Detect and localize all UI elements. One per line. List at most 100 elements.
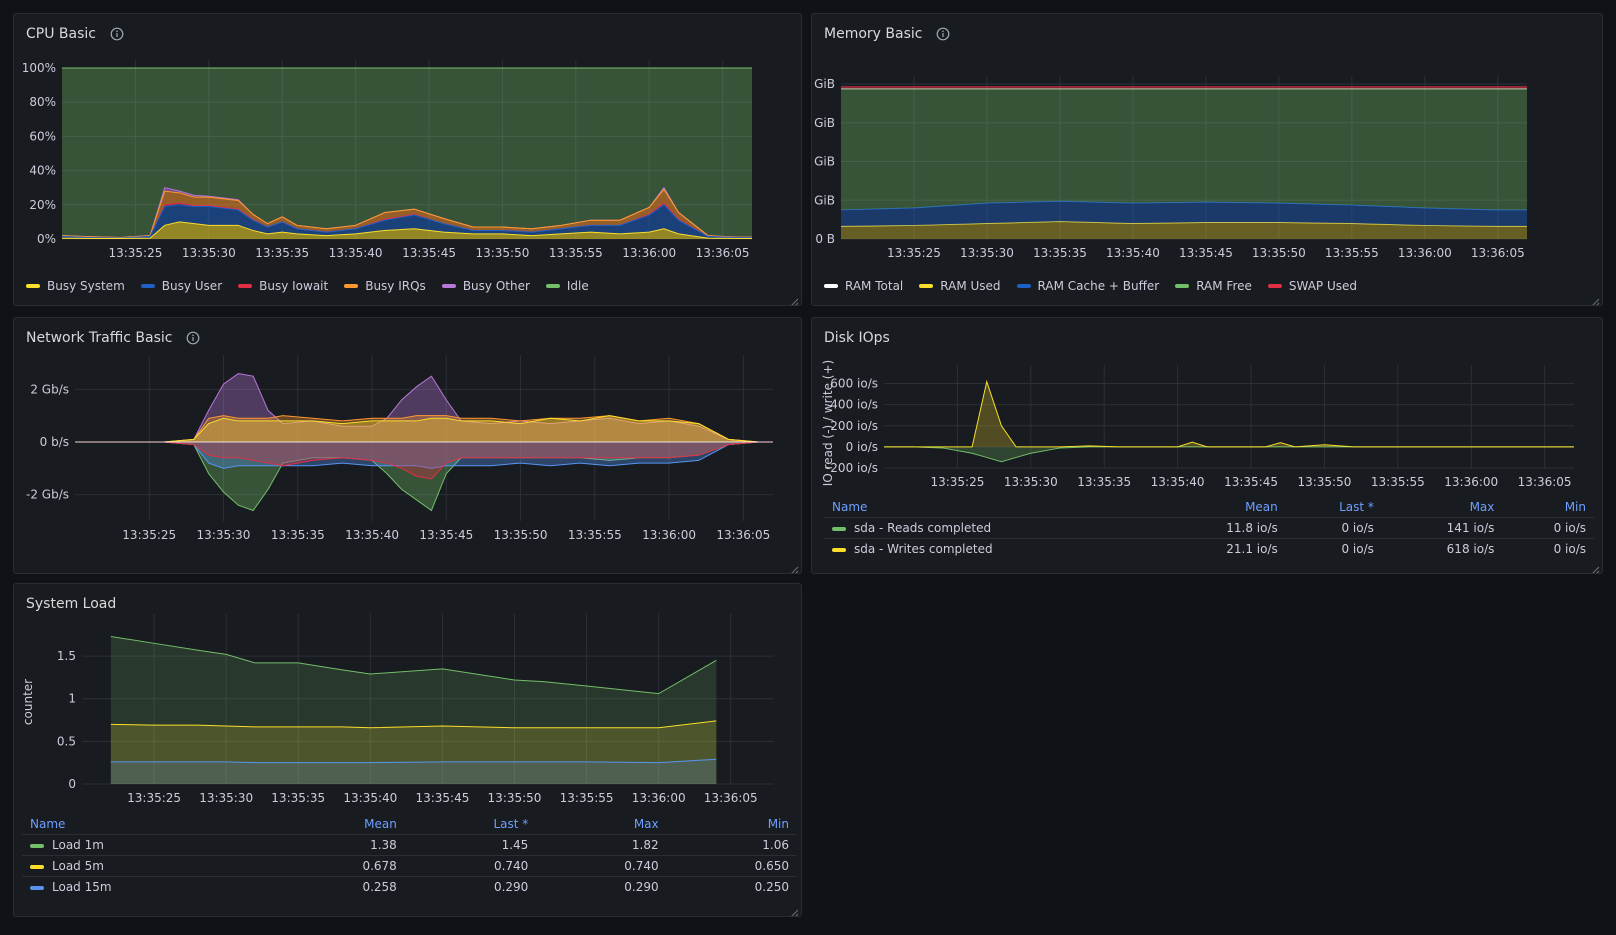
x-tick-label: 13:36:00: [1444, 475, 1498, 489]
resize-handle-icon[interactable]: [1590, 293, 1600, 305]
resize-handle-icon[interactable]: [789, 561, 799, 573]
resize-handle-icon[interactable]: [1590, 561, 1600, 573]
table-row[interactable]: Load 1m 1.38 1.45 1.82 1.06: [22, 834, 797, 856]
x-tick-label: 13:35:55: [568, 528, 622, 542]
legend-item[interactable]: Busy Iowait: [238, 279, 328, 293]
x-tick-label: 13:35:50: [488, 791, 542, 805]
legend-item[interactable]: RAM Used: [919, 279, 1001, 293]
load-title-row[interactable]: System Load: [26, 596, 116, 612]
legend-swatch: [832, 547, 846, 552]
column-header-mean[interactable]: Mean: [364, 817, 397, 831]
table-row[interactable]: Load 5m 0.678 0.740 0.740 0.650: [22, 855, 797, 877]
legend-item[interactable]: RAM Total: [824, 279, 903, 293]
y-tick-label: 0 io/s: [846, 440, 878, 454]
series-line-busy-irqs: [61, 188, 752, 238]
info-circle-icon[interactable]: [936, 27, 950, 41]
series-area-ram-free: [841, 88, 1527, 210]
x-tick-label: 13:35:45: [415, 791, 469, 805]
panel-title: Memory Basic: [824, 26, 923, 42]
legend-label: Busy User: [161, 279, 223, 293]
column-header-last[interactable]: Last *: [1339, 500, 1374, 514]
value-cell-mean: 0.678: [274, 855, 405, 877]
y-tick-label: 80%: [29, 95, 56, 109]
value-cell-mean: 11.8 io/s: [1158, 517, 1286, 539]
x-tick-label: 13:35:55: [1325, 246, 1379, 260]
value-cell-mean: 0.258: [274, 876, 405, 897]
memory-basic-title-row[interactable]: Memory Basic: [824, 26, 950, 42]
y-tick-label: -200 io/s: [826, 461, 878, 475]
column-header-min[interactable]: Min: [1564, 500, 1586, 514]
column-header-max[interactable]: Max: [1469, 500, 1495, 514]
column-header-last[interactable]: Last *: [493, 817, 529, 831]
x-tick-label: 13:35:55: [560, 791, 614, 805]
x-tick-label: 13:35:35: [1033, 246, 1087, 260]
column-header-max[interactable]: Max: [633, 817, 659, 831]
series-line-receive-blue: [75, 441, 773, 469]
resize-handle-icon[interactable]: [789, 904, 799, 916]
series-name-cell: sda - Reads completed: [824, 517, 1159, 539]
series-name-cell: sda - Writes completed: [824, 538, 1159, 559]
cpu-chart[interactable]: 0% 20% 40% 60% 80% 100% 13:35:25 13:35:30 13:35:…: [14, 14, 802, 279]
x-tick-label: 13:35:40: [345, 528, 399, 542]
value-cell-max: 0.290: [536, 876, 667, 897]
y-tick-label: 600 io/s: [830, 377, 878, 391]
series-name-cell: Load 15m: [22, 876, 275, 897]
disk-chart[interactable]: -200 io/s 0 io/s 200 io/s 400 io/s 600 io/s 1…: [812, 318, 1603, 508]
value-cell-last: 0.290: [404, 876, 537, 897]
x-tick-label: 13:35:25: [127, 791, 181, 805]
series-area-busy-user: [62, 204, 752, 239]
y-tick-label: 1.5: [57, 649, 76, 663]
network-chart[interactable]: -2 Gb/s 0 b/s 2 Gb/s 13:35:25 13:35:30 13:35:…: [14, 318, 802, 574]
legend-item[interactable]: RAM Cache + Buffer: [1016, 279, 1159, 293]
network-title-row[interactable]: Network Traffic Basic: [26, 330, 200, 346]
y-tick-label: 16 GiB: [812, 77, 835, 91]
legend-item[interactable]: RAM Free: [1175, 279, 1252, 293]
cpu-basic-title-row[interactable]: CPU Basic: [26, 26, 124, 42]
series-name-cell: Load 1m: [22, 834, 275, 856]
legend-item[interactable]: Idle: [545, 279, 589, 293]
x-tick-label: 13:36:05: [704, 791, 758, 805]
x-tick-label: 13:35:40: [1106, 246, 1160, 260]
disk-title-row[interactable]: Disk IOps: [824, 330, 890, 346]
legend-item[interactable]: Busy Other: [441, 279, 530, 293]
y-tick-label: 100%: [22, 61, 56, 75]
y-tick-label: 60%: [29, 129, 56, 143]
value-cell-last: 1.45: [404, 834, 537, 856]
legend-swatch: [441, 284, 456, 288]
y-tick-label: 400 io/s: [830, 398, 878, 412]
memory-chart[interactable]: 0 B 4 GiB 8 GiB 12 GiB 16 GiB 13:35:25 13:35:3…: [812, 14, 1603, 279]
column-header-name[interactable]: Name: [30, 817, 66, 831]
column-header-min[interactable]: Min: [767, 817, 789, 831]
table-row[interactable]: sda - Writes completed 21.1 io/s 0 io/s 618…: [824, 538, 1594, 559]
series-area-sda-writes-completed: [884, 381, 1574, 447]
legend-swatch: [140, 284, 155, 288]
table-row[interactable]: Load 15m 0.258 0.290 0.290 0.250: [22, 876, 797, 897]
column-header-mean[interactable]: Mean: [1245, 500, 1278, 514]
x-tick-label: 13:35:50: [475, 246, 529, 260]
series-line-load-15m: [110, 758, 717, 764]
legend-item[interactable]: Busy IRQs: [344, 279, 426, 293]
value-cell-min: 0.650: [666, 855, 797, 877]
x-tick-label: 13:35:50: [494, 528, 548, 542]
x-tick-label: 13:35:55: [549, 246, 603, 260]
info-circle-icon[interactable]: [186, 331, 200, 345]
x-tick-label: 13:35:45: [1179, 246, 1233, 260]
series-area-sda-reads-completed: [884, 446, 1574, 462]
legend-swatch: [238, 284, 253, 288]
info-circle-icon[interactable]: [110, 27, 124, 41]
network-traffic-panel: Network Traffic Basic -2 Gb/s 0 b/s 2 Gb/s…: [13, 317, 802, 574]
legend-item[interactable]: Busy User: [140, 279, 223, 293]
series-area-transmit-purple: [75, 373, 773, 442]
x-tick-label: 13:35:30: [199, 791, 253, 805]
series-line-busy-system: [61, 221, 752, 239]
table-row[interactable]: sda - Reads completed 11.8 io/s 0 io/s 141 …: [824, 517, 1594, 539]
column-header-name[interactable]: Name: [832, 500, 868, 514]
resize-handle-icon[interactable]: [789, 293, 799, 305]
y-tick-label: 8 GiB: [812, 155, 835, 169]
y-tick-label: 0.5: [57, 734, 76, 748]
legend-item[interactable]: Busy System: [26, 279, 125, 293]
y-tick-label: 0 B: [815, 232, 835, 246]
load-chart[interactable]: 0 0.5 1 1.5 13:35:25 13:35:30 13:35:35 13:35:40…: [14, 584, 802, 814]
legend-item[interactable]: SWAP Used: [1267, 279, 1357, 293]
legend-swatch: [1267, 284, 1282, 288]
